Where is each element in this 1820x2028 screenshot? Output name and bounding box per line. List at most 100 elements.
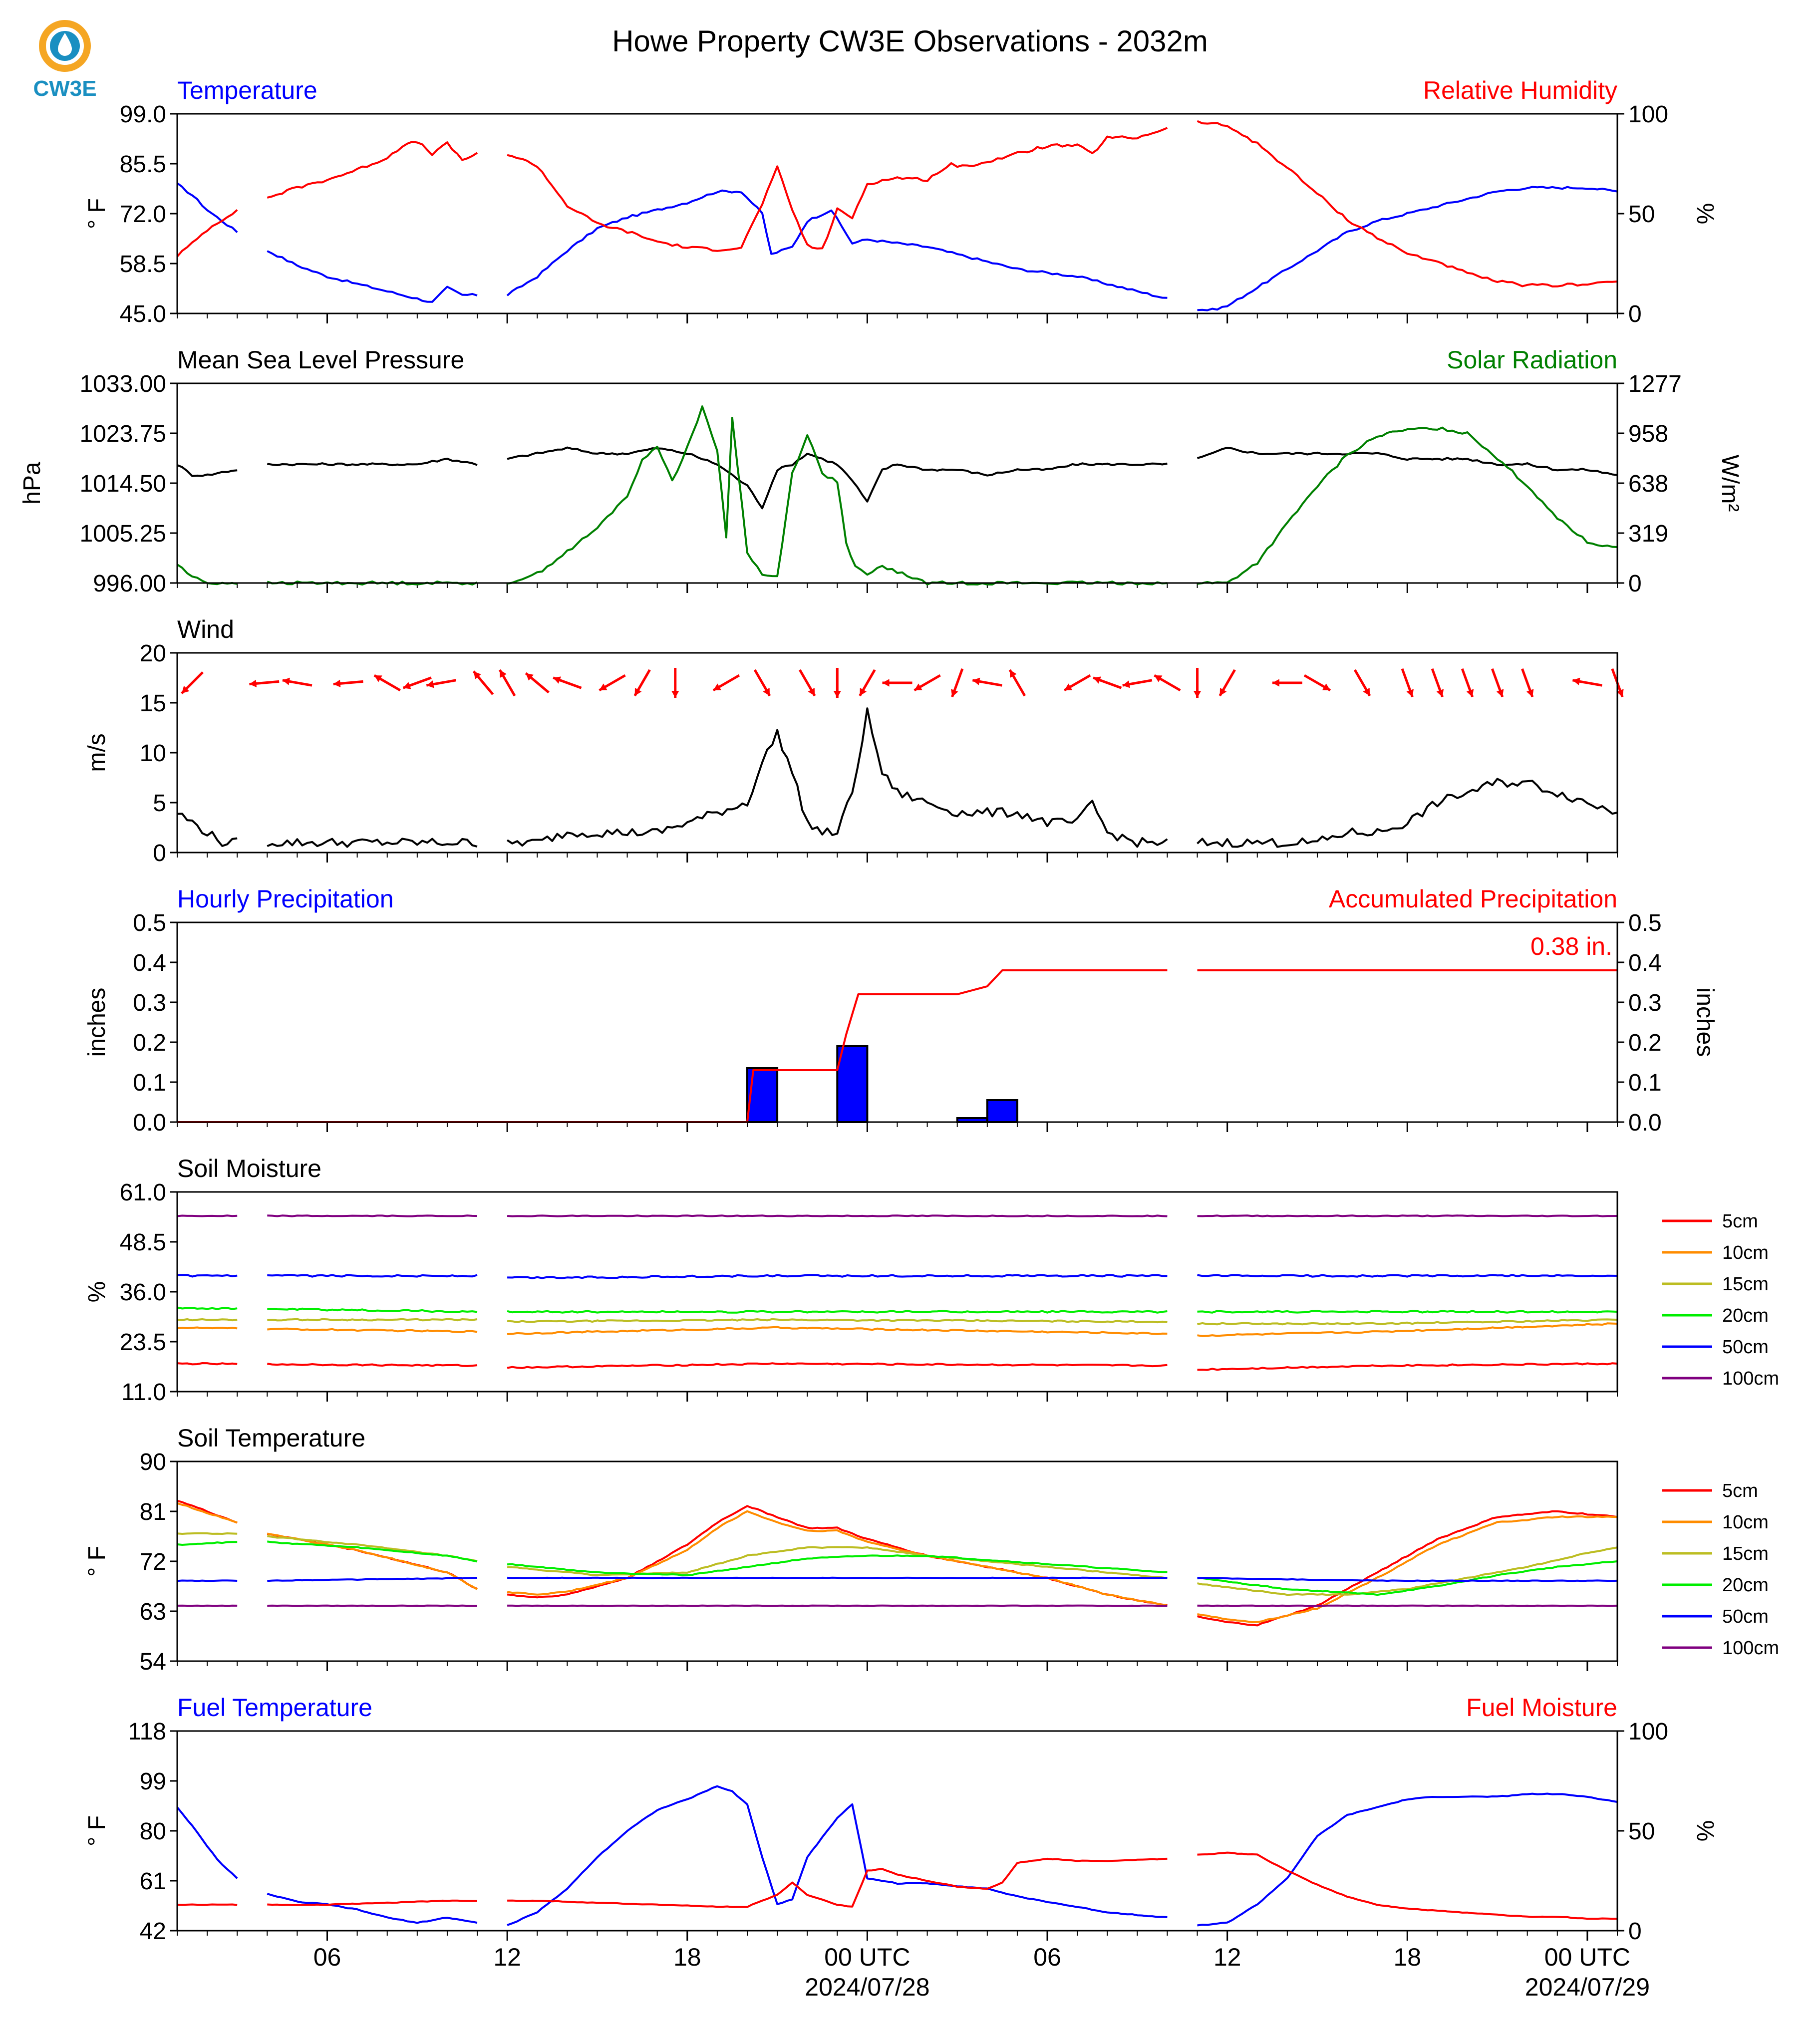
y-right-tick-label: 50 <box>1628 1818 1655 1845</box>
legend-label: 20cm <box>1722 1575 1769 1596</box>
wind-arrow-head <box>553 676 561 684</box>
wind-arrow-head <box>951 689 958 697</box>
series-line-right-axis <box>267 141 478 199</box>
x-tick-label: 12 <box>1213 1943 1241 1971</box>
series-line-100cm <box>1197 1214 1618 1217</box>
y-tick-label: 0.5 <box>133 910 166 936</box>
y-right-tick-label: 1277 <box>1628 371 1682 397</box>
series-line-right-axis <box>1197 426 1618 585</box>
panel-left-title: Wind <box>177 615 234 643</box>
panel-3: Wind 20 15 10 5 0 m/s <box>84 615 1624 867</box>
series-line-left-axis <box>267 1893 478 1924</box>
panel-2: Mean Sea Level Pressure Solar Radiation 10… <box>19 346 1743 597</box>
series-line-5cm <box>1197 1510 1618 1627</box>
series-line-5cm <box>507 1362 1168 1369</box>
series-line-15cm <box>507 1318 1168 1324</box>
series-line-15cm <box>1197 1546 1618 1596</box>
series-line-right-axis <box>176 209 238 258</box>
panel-5: Soil Moisture 61.0 48.5 36.0 23.5 11.0% 5cm 10c… <box>84 1155 1779 1406</box>
y-tick-label: 15 <box>140 690 166 717</box>
wind-arrow-head <box>833 690 841 698</box>
wind-arrow-head <box>808 687 815 696</box>
cw3e-logo-icon: CW3E <box>33 20 97 101</box>
series-line-15cm <box>177 1318 238 1322</box>
series-line-left-axis <box>1197 186 1618 311</box>
y-tick-label: 5 <box>153 790 166 817</box>
panel-left-title: Soil Temperature <box>177 1424 365 1452</box>
y-right-tick-label: 319 <box>1628 521 1668 547</box>
y-tick-label: 61.0 <box>120 1179 166 1206</box>
legend-label: 50cm <box>1722 1337 1769 1358</box>
x-tick-label: 06 <box>1033 1943 1061 1971</box>
panel-right-title: Accumulated Precipitation <box>1329 885 1617 913</box>
series-line-right-axis <box>176 564 238 585</box>
panel-frame <box>176 1191 1618 1393</box>
precip-bar <box>986 1099 1018 1123</box>
wind-arrow-head <box>914 683 922 690</box>
series-line-right-axis <box>507 1857 1168 1908</box>
series-line-right-axis <box>177 969 1168 1123</box>
wind-arrow-head <box>882 679 890 687</box>
y-right-tick-label: 0.4 <box>1628 950 1662 976</box>
series-line-left-axis <box>176 182 238 233</box>
series-line-50cm <box>1197 1577 1618 1582</box>
y-right-tick-label: 0.2 <box>1628 1030 1662 1056</box>
y-tick-label: 1014.50 <box>79 471 166 497</box>
series-line-50cm <box>267 1274 478 1278</box>
series-line-left-axis <box>1197 447 1618 476</box>
legend-label: 10cm <box>1722 1512 1769 1533</box>
logo-text: CW3E <box>33 76 96 101</box>
y-right-tick-label: 50 <box>1628 201 1655 228</box>
precip-bar <box>836 1045 869 1123</box>
x-tick-label: 18 <box>1393 1943 1421 1971</box>
series-line-10cm <box>267 1327 478 1333</box>
y-right-axis-label: W/m² <box>1717 455 1743 512</box>
wind-arrow-head <box>972 677 980 685</box>
panel-frame <box>176 113 1618 314</box>
y-tick-label: 118 <box>128 1719 166 1745</box>
legend-label: 5cm <box>1722 1211 1758 1232</box>
y-right-tick-label: 638 <box>1628 471 1668 497</box>
x-tick-label: 18 <box>673 1943 701 1971</box>
wind-arrow-head <box>1322 683 1330 690</box>
panel-frame <box>176 652 1618 854</box>
y-right-tick-label: 100 <box>1628 101 1668 128</box>
series-line-5cm <box>1197 1362 1618 1371</box>
y-tick-label: 72.0 <box>120 201 166 228</box>
legend-label: 50cm <box>1722 1606 1769 1627</box>
y-right-tick-label: 0 <box>1628 301 1642 327</box>
panel-left-title: Temperature <box>177 76 317 104</box>
y-tick-label: 72 <box>140 1549 166 1575</box>
series-line-left-axis <box>1197 1792 1618 1927</box>
y-tick-label: 99.0 <box>120 101 166 128</box>
y-tick-label: 99 <box>140 1768 166 1795</box>
wind-arrow-head <box>1526 689 1534 697</box>
y-right-tick-label: 0.3 <box>1628 990 1662 1016</box>
series-line-5cm <box>177 1362 238 1366</box>
series-line-right-axis <box>267 1899 477 1906</box>
wind-arrow-head <box>1154 675 1163 682</box>
series-line-10cm <box>507 1326 1168 1335</box>
series-line-left-axis <box>506 189 1168 299</box>
wind-arrow-head <box>403 682 411 689</box>
y-right-tick-label: 0.1 <box>1628 1070 1662 1096</box>
y-tick-label: 10 <box>140 740 166 767</box>
series-line-100cm <box>177 1214 238 1217</box>
wind-arrow-head <box>1572 677 1580 685</box>
series-line-10cm <box>507 1510 1168 1607</box>
y-tick-label: 20 <box>140 640 166 667</box>
series-line-20cm <box>177 1306 238 1310</box>
panel-frame <box>176 382 1618 584</box>
series-line-20cm <box>1197 1310 1618 1314</box>
y-right-tick-label: 100 <box>1628 1719 1668 1745</box>
panel-1: Temperature Relative Humidity 99.0 85.5 72.0… <box>84 76 1718 327</box>
wind-arrow-head <box>1093 676 1101 684</box>
series-line-left-axis <box>267 457 478 467</box>
y-right-tick-label: 0 <box>1628 571 1642 597</box>
series-line-left-axis <box>507 1785 1168 1926</box>
y-axis-label: ° F <box>84 1815 110 1846</box>
wind-arrow-head <box>1466 689 1474 697</box>
panel-right-title: Relative Humidity <box>1423 76 1617 104</box>
series-line-right-axis <box>1197 1851 1618 1920</box>
series-line-left-axis <box>507 707 1168 848</box>
